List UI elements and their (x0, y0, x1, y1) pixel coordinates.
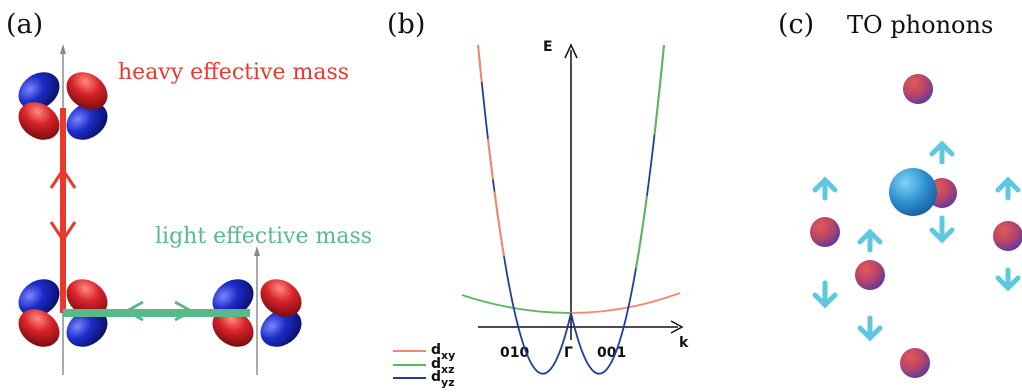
atom-top (903, 74, 933, 104)
legend-entry-dyz: dyz (431, 369, 455, 389)
tick-label-001: 001 (597, 345, 626, 361)
right-band-dxz-segment-2 (570, 44, 665, 375)
light-mass-label: light effective mass (155, 224, 372, 249)
arrow-down-right-atom (995, 267, 1021, 292)
left-band-dxy-segment-2 (477, 44, 572, 375)
atom-mid-lower (855, 260, 885, 290)
atom-right (993, 221, 1022, 251)
arrow-down-center-atom (929, 215, 955, 244)
atom-large-center (889, 168, 937, 216)
right-heavy-band-base (570, 44, 665, 375)
k-axis-arrowhead (670, 320, 684, 334)
arrow-up-center-atom (929, 140, 955, 165)
arrow-up-mid-atom (857, 228, 883, 253)
panel-a-label: (a) (6, 9, 43, 40)
left-heavy-band-base (477, 44, 572, 375)
panel-b-label: (b) (387, 9, 425, 40)
heavy-mass-arrow-up (49, 167, 77, 189)
legend: dxy dxz dyz (393, 342, 455, 389)
panel-c-label: (c) (778, 9, 814, 40)
e-axis-arrowhead (564, 43, 578, 59)
panel-a: (a) heavy effective mass light effective… (6, 9, 372, 375)
legend-entry-dxy: dxy (431, 342, 455, 362)
panel-c: (c) TO phonons (778, 9, 1022, 378)
tick-label-gamma: Γ (564, 345, 573, 361)
axis-arrowhead-top (60, 44, 66, 54)
heavy-mass-label: heavy effective mass (118, 60, 349, 85)
heavy-mass-arrow-down (49, 221, 77, 243)
dxz-light-band (461, 294, 572, 314)
tick-label-010: 010 (500, 345, 529, 361)
atom-left (810, 217, 840, 247)
legend-entry-dxz: dxz (431, 356, 455, 376)
k-axis-label: k (679, 335, 689, 351)
light-mass-arrow-left (123, 300, 144, 322)
arrow-up-left-atom (812, 176, 838, 201)
arrow-up-right-atom (995, 176, 1021, 201)
left-band-dxy-segment-1 (477, 44, 572, 375)
right-band-dxz-segment-1 (570, 44, 665, 375)
atom-bottom (900, 348, 930, 378)
panel-c-title: TO phonons (847, 11, 993, 39)
phonon-arrows (812, 140, 1021, 342)
light-mass-arrow-right (174, 300, 195, 322)
dxy-light-band (570, 292, 681, 314)
e-axis-label: E (543, 39, 553, 55)
axis-arrowhead-bottom-right (254, 246, 260, 256)
arrow-down-left-atom (812, 280, 838, 309)
panel-b: (b) E k 010 Γ 001 dxy dxz dyz (387, 9, 689, 389)
arrow-down-mid-atom (857, 315, 883, 342)
